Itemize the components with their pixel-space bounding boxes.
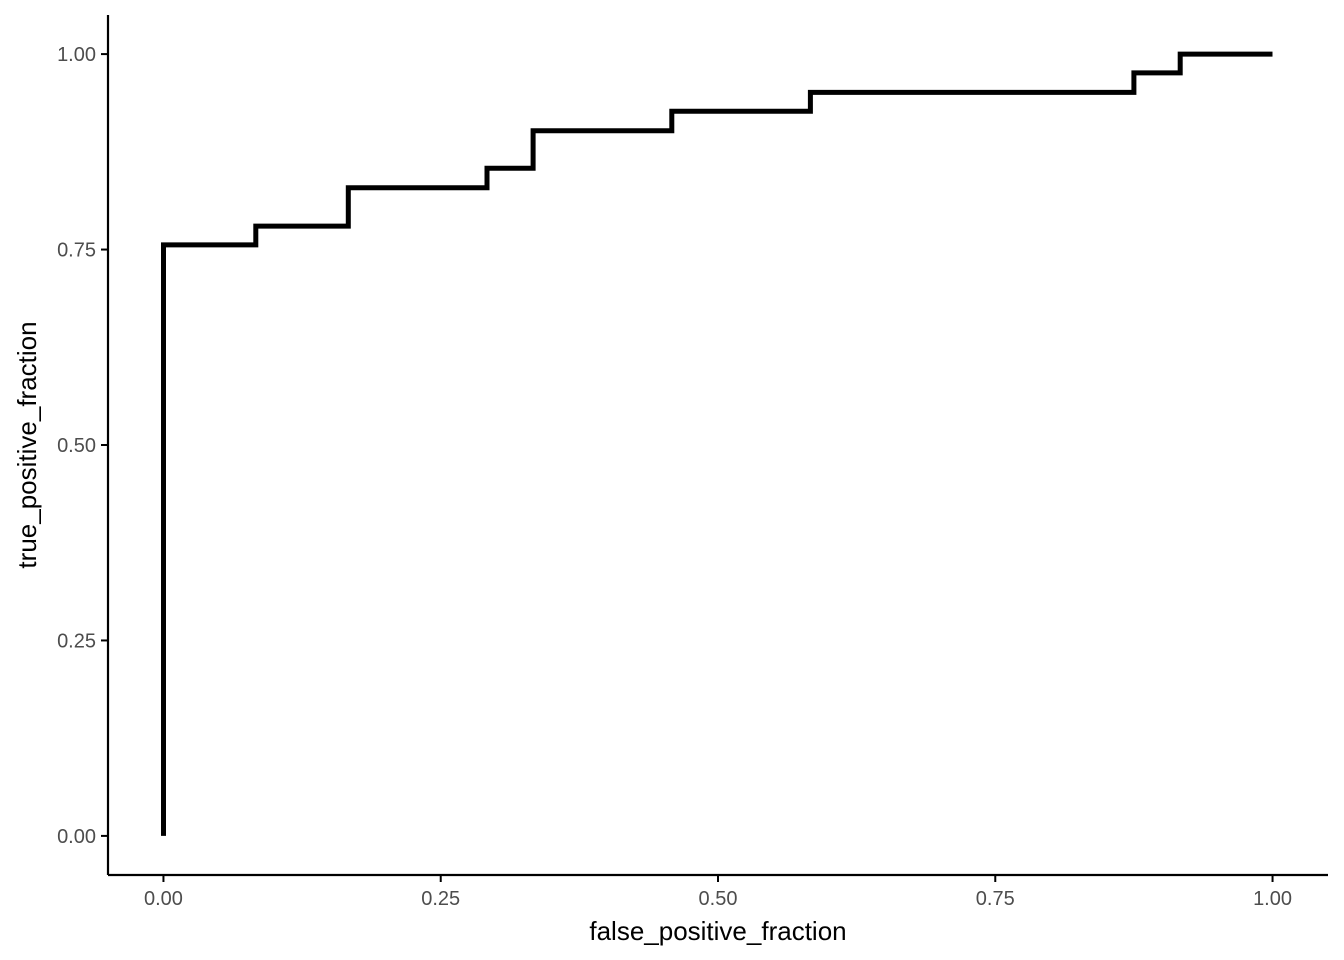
y-tick-label: 0.00 xyxy=(57,826,96,848)
roc-curve-line xyxy=(161,51,1273,836)
x-tick-label: 0.75 xyxy=(976,888,1015,910)
y-tick-label: 0.50 xyxy=(57,435,96,457)
x-tick-label: 0.00 xyxy=(144,888,183,910)
x-tick-label: 0.25 xyxy=(421,888,460,910)
y-axis-ticks: 0.00 0.25 0.50 0.75 1.00 xyxy=(57,44,108,848)
y-axis-title: true_positive_fraction xyxy=(12,321,42,568)
x-tick-label: 1.00 xyxy=(1253,888,1292,910)
x-tick-label: 0.50 xyxy=(699,888,738,910)
y-tick-label: 1.00 xyxy=(57,44,96,66)
y-tick-label: 0.25 xyxy=(57,630,96,652)
y-tick-label: 0.75 xyxy=(57,240,96,262)
x-axis-ticks: 0.00 0.25 0.50 0.75 1.00 xyxy=(144,875,1292,910)
x-axis-title: false_positive_fraction xyxy=(589,916,846,946)
